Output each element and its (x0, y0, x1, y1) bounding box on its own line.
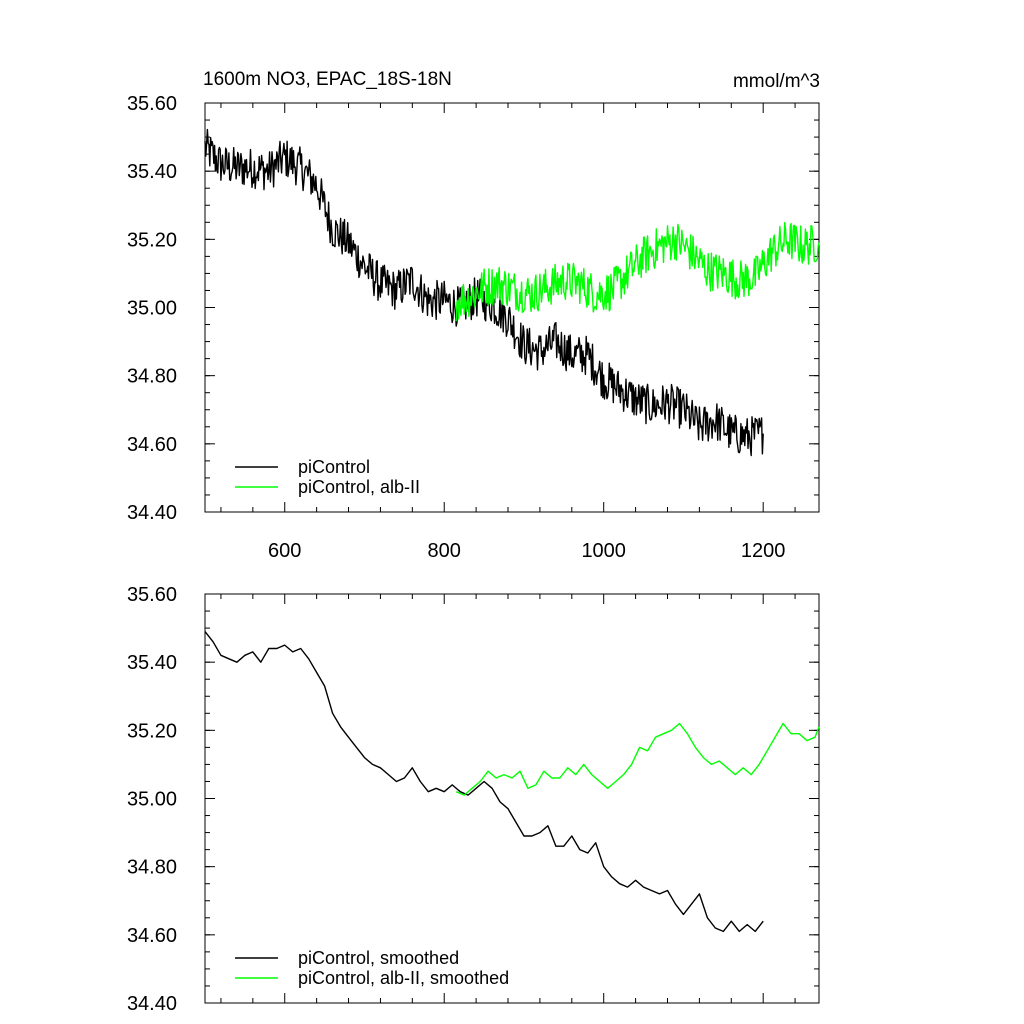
y-tick-label: 35.00 (127, 298, 177, 320)
legend-label: piControl, smoothed (298, 948, 459, 968)
series-line (204, 631, 764, 933)
y-tick-label: 34.60 (127, 434, 177, 456)
chart-title: 1600m NO3, EPAC_18S-18N (203, 69, 452, 90)
y-tick-label: 34.40 (127, 993, 177, 1015)
y-tick-label: 35.60 (127, 93, 177, 115)
plot-frame (204, 593, 820, 1004)
bottom-panel: 34.40 34.60 34.80 35.00 35.20 35.40 35.60 piCon… (127, 584, 820, 1015)
series-line (455, 722, 820, 796)
y-tick-label: 34.80 (127, 857, 177, 879)
y-tick-label: 34.40 (127, 502, 177, 524)
x-tick-label: 800 (428, 540, 461, 562)
y-tick-label: 35.60 (127, 584, 177, 606)
top-panel: 1600m NO3, EPAC_18S-18N mmol/m^3 34.40 34… (127, 69, 820, 562)
legend-label: piControl (298, 457, 370, 477)
y-tick-label: 34.80 (127, 366, 177, 388)
x-tick-label: 1000 (581, 540, 626, 562)
x-tick-label: 1200 (741, 540, 786, 562)
y-tick-label: 35.00 (127, 789, 177, 811)
y-tick-label: 35.40 (127, 161, 177, 183)
units-label: mmol/m^3 (733, 71, 820, 92)
legend-label: piControl, alb-II (298, 477, 420, 497)
y-tick-label: 35.20 (127, 720, 177, 742)
y-tick-label: 35.20 (127, 229, 177, 251)
y-tick-label: 34.60 (127, 925, 177, 947)
x-tick-label: 600 (268, 540, 301, 562)
y-tick-label: 35.40 (127, 652, 177, 674)
legend-label: piControl, alb-II, smoothed (298, 968, 509, 988)
series-line (204, 128, 764, 457)
series-line (455, 221, 820, 322)
